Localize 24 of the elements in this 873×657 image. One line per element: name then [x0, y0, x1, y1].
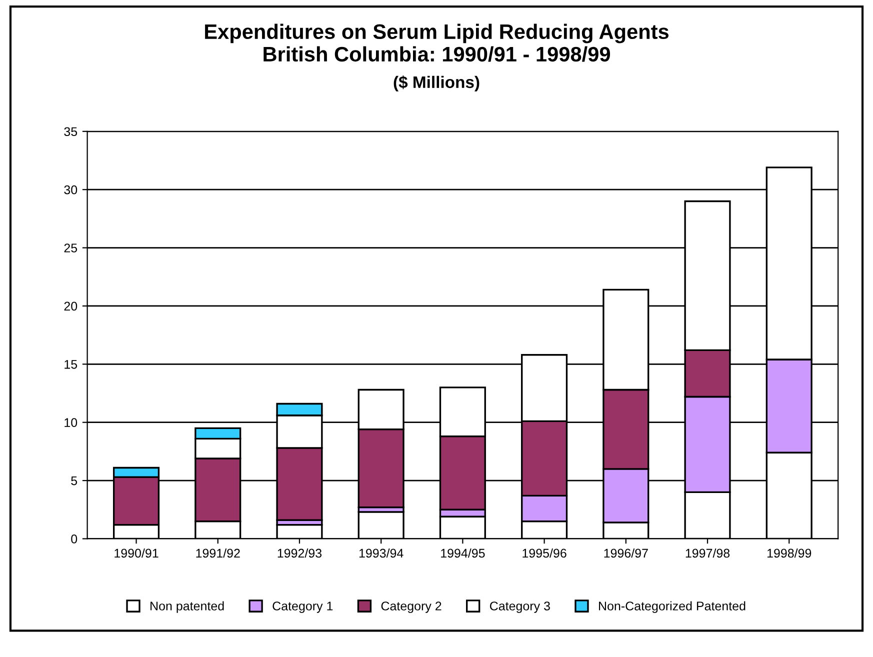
chart-title: Expenditures on Serum Lipid Reducing Agents British Columbia: 1990/91 - 1998/99: [205, 24, 669, 62]
y-tick-label: 30: [64, 185, 78, 194]
chart-subtitle: ($ Millions): [394, 76, 480, 92]
x-tick-label: 1994/95: [441, 548, 485, 558]
legend-label: Category 1: [272, 602, 333, 613]
x-tick-label: 1993/94: [359, 548, 404, 558]
x-tick-label: 1990/91: [114, 548, 158, 558]
x-tick-label: 1995/96: [522, 548, 566, 558]
y-tick-label: 5: [71, 476, 78, 486]
x-tick-label: 1997/98: [686, 548, 730, 558]
y-tick-label: 15: [64, 360, 78, 369]
y-tick-label: 35: [64, 127, 78, 136]
x-tick-label: 1998/99: [767, 548, 812, 558]
y-tick-label: 10: [64, 418, 78, 428]
x-tick-label: 1992/93: [278, 548, 322, 558]
legend-label: Category 2: [381, 602, 442, 613]
x-tick-label: 1996/97: [604, 548, 648, 558]
y-tick-label: 20: [64, 302, 78, 311]
y-tick-label: 0: [71, 534, 78, 544]
x-tick-label: 1991/92: [196, 548, 240, 558]
legend-label: Non patented: [150, 601, 224, 613]
y-tick-label: 25: [64, 244, 78, 252]
legend-label: Category 3: [490, 602, 550, 613]
legend-label: Non-Categorized Patented: [599, 601, 746, 613]
